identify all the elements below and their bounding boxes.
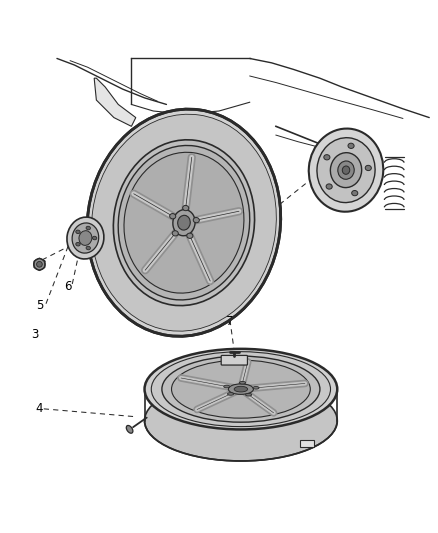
- Ellipse shape: [253, 386, 259, 389]
- Ellipse shape: [126, 425, 133, 433]
- Ellipse shape: [79, 231, 92, 245]
- Ellipse shape: [330, 152, 362, 188]
- Ellipse shape: [87, 109, 281, 336]
- Ellipse shape: [173, 209, 195, 236]
- Ellipse shape: [86, 227, 90, 230]
- Ellipse shape: [113, 140, 254, 305]
- Ellipse shape: [183, 205, 189, 211]
- Text: 4: 4: [35, 402, 43, 415]
- Text: 3: 3: [32, 328, 39, 341]
- Ellipse shape: [326, 184, 332, 189]
- Ellipse shape: [193, 217, 199, 223]
- Ellipse shape: [228, 384, 254, 394]
- Ellipse shape: [162, 356, 320, 422]
- Ellipse shape: [227, 393, 233, 395]
- Ellipse shape: [224, 385, 230, 388]
- Ellipse shape: [76, 230, 80, 233]
- Ellipse shape: [170, 214, 176, 219]
- Ellipse shape: [324, 155, 330, 160]
- Text: 7: 7: [226, 315, 234, 328]
- Ellipse shape: [124, 152, 244, 293]
- Text: 1: 1: [147, 297, 155, 310]
- Polygon shape: [94, 78, 136, 126]
- Text: 2: 2: [169, 297, 177, 310]
- Ellipse shape: [145, 349, 337, 430]
- Ellipse shape: [178, 215, 190, 230]
- Ellipse shape: [67, 217, 104, 259]
- Bar: [300, 440, 314, 447]
- Ellipse shape: [86, 246, 90, 250]
- Ellipse shape: [352, 190, 358, 196]
- Ellipse shape: [36, 262, 42, 267]
- Ellipse shape: [234, 386, 247, 392]
- Ellipse shape: [172, 231, 178, 236]
- Text: 6: 6: [64, 280, 72, 293]
- Ellipse shape: [72, 223, 99, 253]
- Ellipse shape: [92, 114, 276, 331]
- Ellipse shape: [342, 166, 350, 174]
- Ellipse shape: [118, 146, 250, 300]
- Ellipse shape: [338, 161, 354, 179]
- Ellipse shape: [365, 165, 371, 171]
- Text: 5: 5: [36, 300, 43, 312]
- Ellipse shape: [348, 143, 354, 149]
- Ellipse shape: [240, 382, 246, 384]
- Ellipse shape: [151, 352, 331, 426]
- Ellipse shape: [145, 381, 337, 461]
- Ellipse shape: [34, 259, 45, 270]
- Ellipse shape: [317, 138, 375, 203]
- FancyBboxPatch shape: [221, 356, 247, 365]
- Ellipse shape: [187, 233, 193, 238]
- Ellipse shape: [76, 243, 80, 246]
- Ellipse shape: [246, 393, 252, 396]
- Ellipse shape: [172, 360, 310, 418]
- Ellipse shape: [92, 236, 97, 240]
- Ellipse shape: [309, 128, 383, 212]
